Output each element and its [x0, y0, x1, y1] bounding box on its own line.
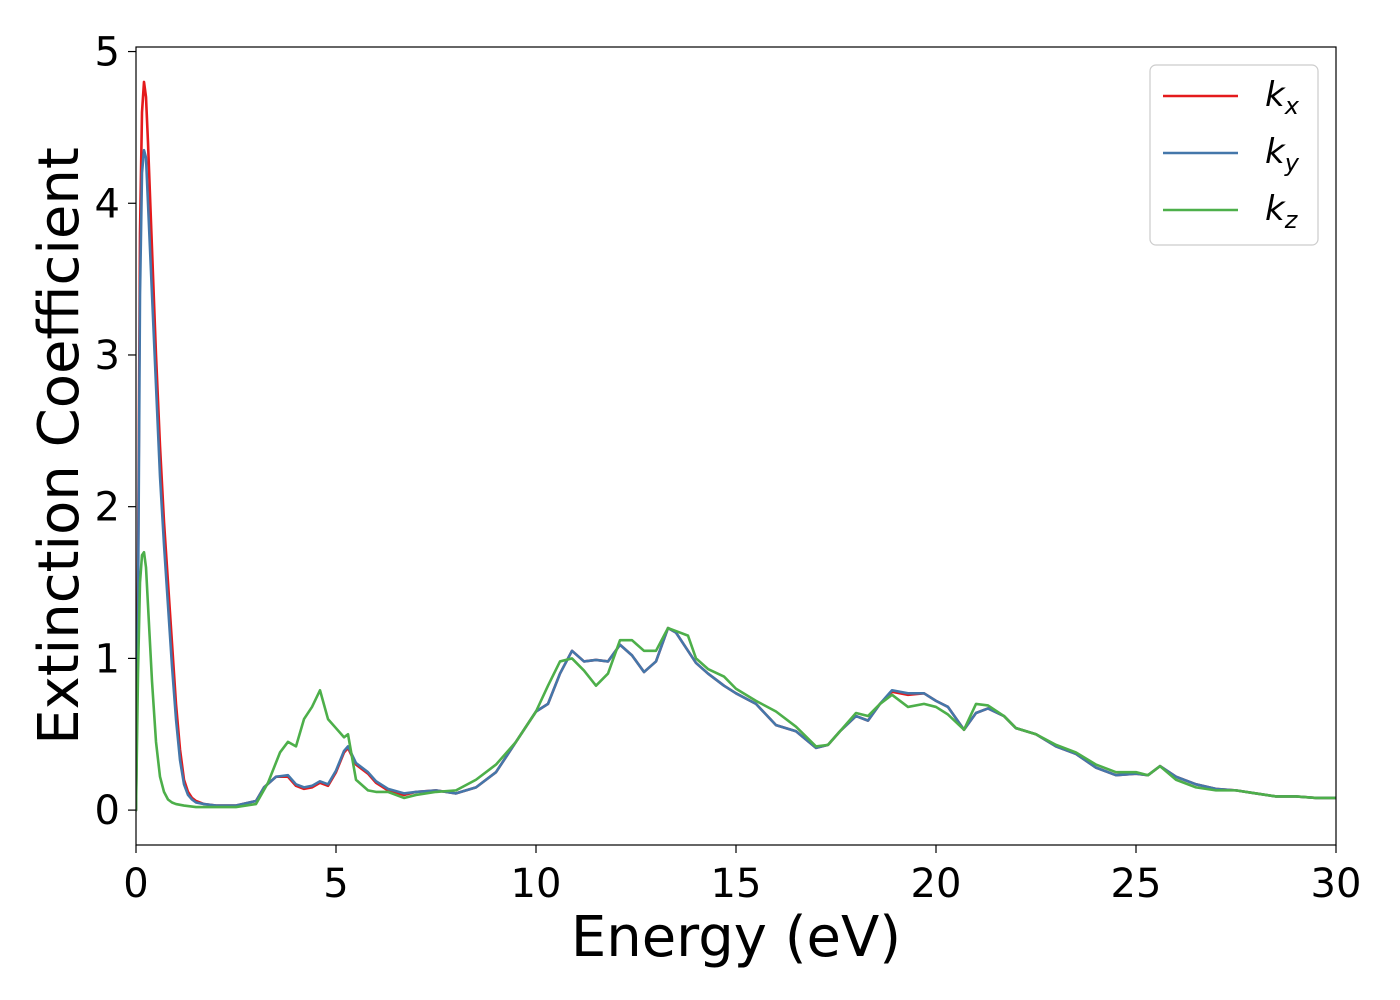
- x-axis-title: Energy (eV): [571, 905, 901, 970]
- x-tick-label: 5: [323, 861, 348, 907]
- x-tick-label: 10: [511, 861, 562, 907]
- x-axis: 0 5 10 15 20 25 30: [123, 845, 1361, 907]
- y-tick-label: 2: [95, 485, 120, 531]
- legend-label-kx: kx: [1265, 75, 1300, 120]
- y-tick-label: 5: [95, 30, 120, 76]
- y-tick-label: 1: [95, 636, 120, 682]
- legend-label-main: k: [1265, 189, 1286, 229]
- y-axis-title: Extinction Coefficient: [27, 147, 92, 745]
- series-layer: [136, 80, 1336, 812]
- y-axis: 0 1 2 3 4 5: [95, 30, 136, 834]
- legend-label-subscript: y: [1284, 149, 1300, 177]
- y-tick-label: 4: [95, 181, 120, 227]
- y-tick-label: 3: [95, 333, 120, 379]
- legend-box: [1149, 64, 1319, 246]
- series-line-ky: [136, 148, 1336, 812]
- legend-label-subscript: x: [1284, 92, 1300, 120]
- legend-label-kz: kz: [1265, 189, 1299, 234]
- legend-label-subscript: z: [1284, 206, 1299, 234]
- legend-label-main: k: [1265, 75, 1286, 115]
- x-tick-label: 0: [123, 861, 148, 907]
- x-tick-label: 20: [911, 861, 962, 907]
- series-line-kz: [136, 550, 1336, 812]
- legend-label-ky: ky: [1265, 132, 1300, 177]
- legend-label-main: k: [1265, 132, 1286, 172]
- x-tick-label: 15: [711, 861, 762, 907]
- x-tick-label: 30: [1311, 861, 1362, 907]
- x-tick-label: 25: [1111, 861, 1162, 907]
- y-tick-label: 0: [95, 788, 120, 834]
